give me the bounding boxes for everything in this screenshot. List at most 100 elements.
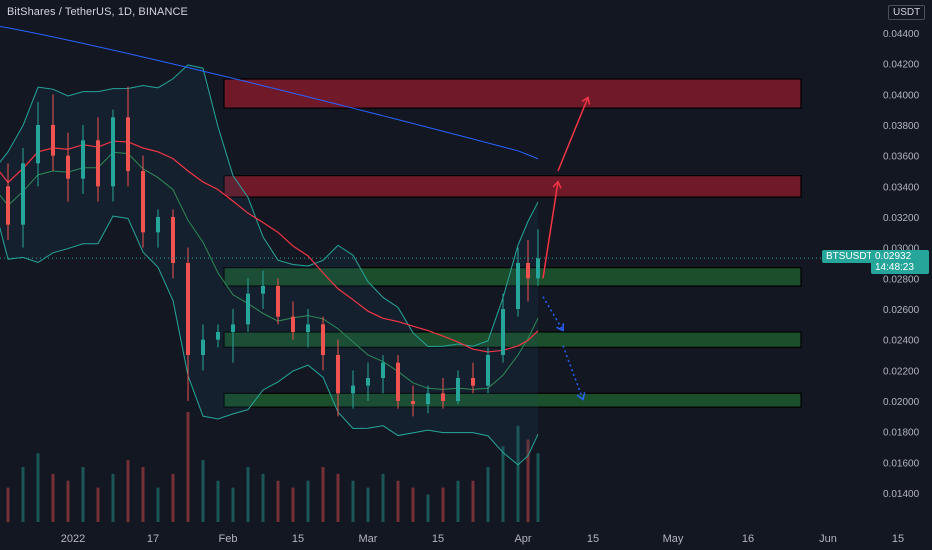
volume-bar <box>216 480 220 522</box>
y-tick-label: 0.02000 <box>883 397 920 408</box>
x-tick-label: Apr <box>514 533 531 545</box>
projection-arrow <box>542 180 562 279</box>
resistance-zone <box>223 78 802 109</box>
candles <box>6 86 540 417</box>
y-tick-label: 0.02800 <box>883 274 920 285</box>
volume-bars <box>6 412 540 522</box>
candle-body <box>66 155 70 179</box>
candle-body <box>441 393 445 401</box>
candle-body <box>126 117 130 171</box>
volume-bar <box>246 467 250 522</box>
price-tag: 0.02932 14:48:23 <box>871 250 929 275</box>
candle-body <box>21 163 25 225</box>
price-tag-value: 0.02932 <box>875 251 912 263</box>
volume-bar <box>261 473 265 522</box>
x-tick-label: Feb <box>219 533 238 545</box>
candle-body <box>321 324 325 355</box>
x-tick-label: Jun <box>819 533 837 545</box>
candle-body <box>291 316 295 332</box>
x-tick-label: 15 <box>432 533 444 545</box>
y-tick-label: 0.01800 <box>883 428 920 439</box>
y-tick-label: 0.02600 <box>883 305 920 316</box>
volume-bar <box>126 460 130 522</box>
volume-bar <box>81 467 85 522</box>
volume-bar <box>36 453 40 522</box>
candle-body <box>246 293 250 325</box>
volume-bar <box>471 480 475 522</box>
candle-body <box>156 217 160 233</box>
projection-arrow <box>557 96 591 172</box>
indicators <box>0 25 539 466</box>
resistance-zone <box>223 175 802 198</box>
volume-bar <box>396 480 400 522</box>
x-tick-label: 15 <box>892 533 904 545</box>
y-tick-label: 0.03400 <box>883 182 920 193</box>
y-tick-label: 0.03600 <box>883 152 920 163</box>
y-tick-label: 0.01600 <box>883 458 920 469</box>
symbol-tag-text: BTSUSDT <box>826 251 873 263</box>
ma-long-line <box>0 25 539 160</box>
volume-bar <box>501 446 505 522</box>
x-tick-label: 16 <box>742 533 754 545</box>
bollinger-lower <box>0 215 539 466</box>
volume-bar <box>21 467 25 522</box>
candle-body <box>351 385 355 394</box>
volume-bar <box>201 460 205 522</box>
symbol-tag: BTSUSDT <box>822 250 877 264</box>
candle-body <box>536 258 540 279</box>
x-tick-label: 15 <box>292 533 304 545</box>
y-tick-label: 0.04200 <box>883 60 920 71</box>
candle-body <box>111 117 115 187</box>
currency-label[interactable]: USDT <box>888 5 926 20</box>
volume-bar <box>96 487 100 522</box>
candle-body <box>81 140 85 179</box>
y-axis: 0.04400 0.04200 0.04000 0.03800 0.03600 0.034… <box>883 29 920 500</box>
candle-body <box>6 186 10 225</box>
candle-body <box>261 286 265 294</box>
candle-body <box>186 263 190 355</box>
currency-label-text: USDT <box>893 7 921 18</box>
x-tick-label: 15 <box>587 533 599 545</box>
volume-bar <box>536 453 540 522</box>
volume-bar <box>231 487 235 522</box>
y-tick-label: 0.03800 <box>883 121 920 132</box>
volume-bar <box>381 473 385 522</box>
candle-body <box>366 378 370 386</box>
projection-arrow <box>542 296 565 332</box>
volume-bar <box>336 473 340 522</box>
volume-bar <box>306 480 310 522</box>
candle-body <box>456 378 460 401</box>
y-tick-label: 0.03200 <box>883 213 920 224</box>
x-axis: 2022 17 Feb 15 Mar 15 Apr 15 May 16 Jun 15 <box>61 533 904 545</box>
y-tick-label: 0.02200 <box>883 366 920 377</box>
volume-bar <box>441 487 445 522</box>
candle-body <box>501 309 505 355</box>
volume-bar <box>51 473 55 522</box>
price-tag-countdown: 14:48:23 <box>875 262 914 274</box>
candle-body <box>171 217 175 263</box>
candle-body <box>276 286 280 317</box>
candle-body <box>306 324 310 332</box>
candle-body <box>396 362 400 401</box>
y-tick-label: 0.04000 <box>883 90 920 101</box>
candle-body <box>336 355 340 394</box>
volume-bar <box>516 425 520 522</box>
volume-bar <box>111 473 115 522</box>
candle-body <box>486 355 490 386</box>
y-tick-label: 0.01400 <box>883 489 920 500</box>
projections <box>542 96 591 401</box>
x-tick-label: 17 <box>147 533 159 545</box>
volume-bar <box>141 467 145 522</box>
volume-bar <box>171 473 175 522</box>
candle-body <box>411 401 415 405</box>
volume-bar <box>186 412 190 522</box>
volume-bar <box>66 480 70 522</box>
candle-body <box>471 378 475 386</box>
bollinger-fill <box>0 64 538 465</box>
volume-bar <box>456 480 460 522</box>
candle-body <box>426 393 430 405</box>
bollinger-mid <box>0 151 539 390</box>
volume-bar <box>291 487 295 522</box>
